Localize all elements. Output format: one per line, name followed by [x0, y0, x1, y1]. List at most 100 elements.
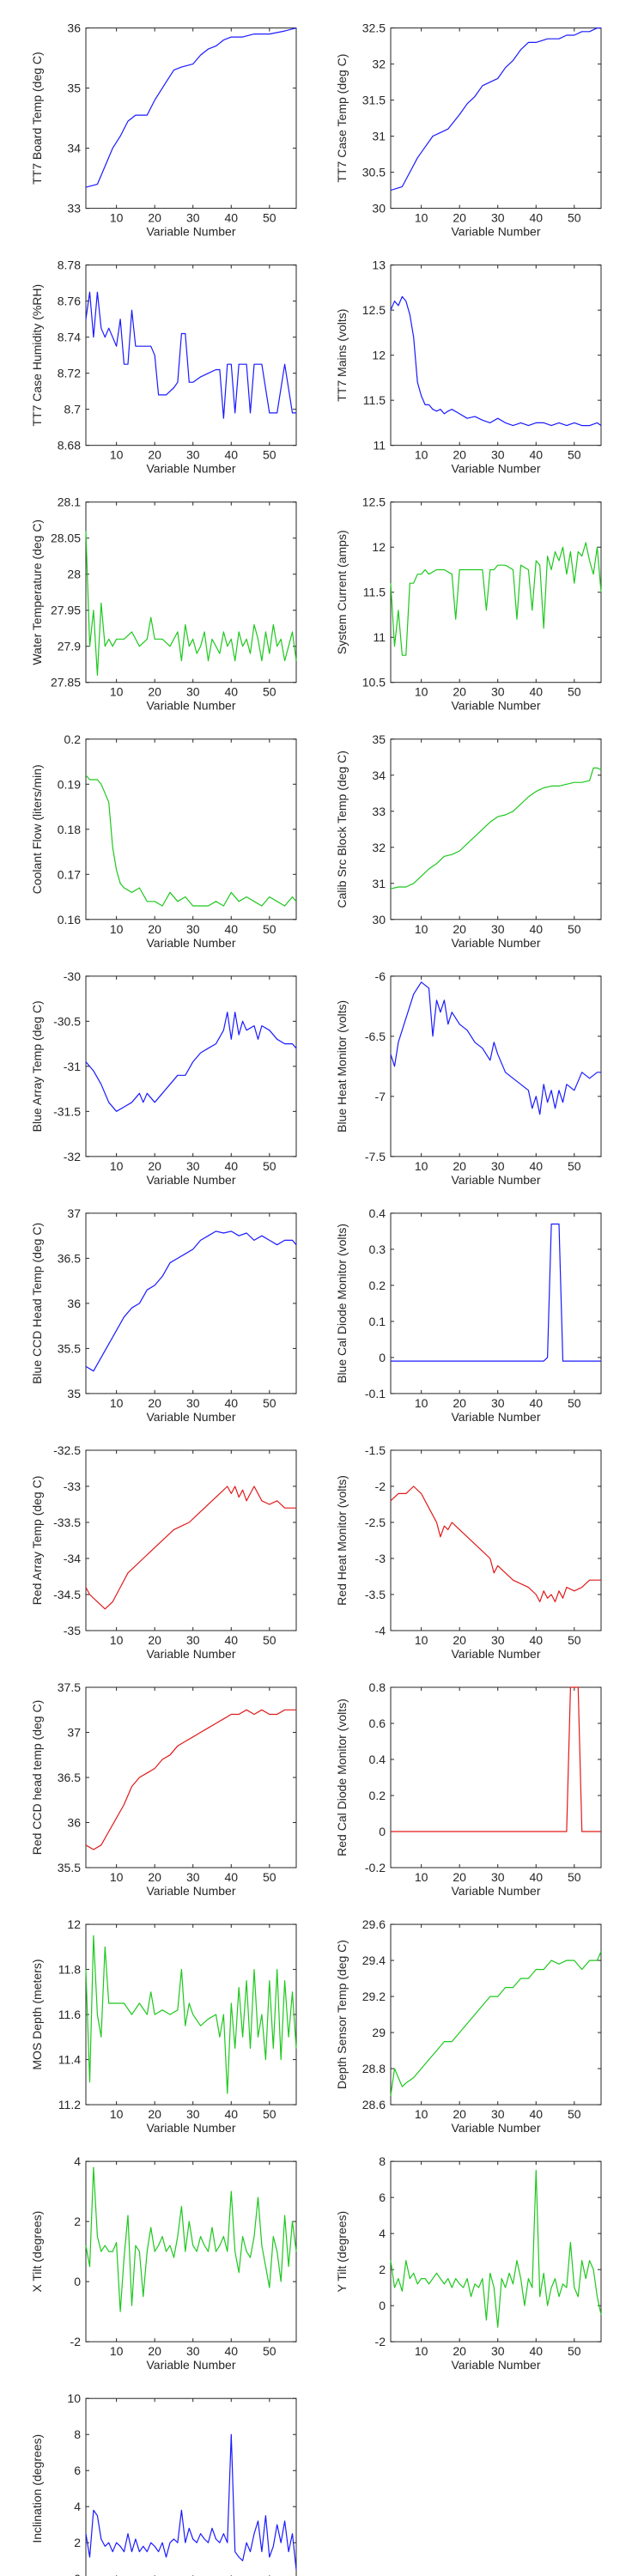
y-tick-label: 0.19 — [58, 777, 81, 791]
y-tick-label: -2 — [70, 2335, 82, 2348]
x-tick-label: 30 — [186, 1159, 200, 1173]
y-tick-label: 8.68 — [58, 439, 81, 453]
chart-9: -32 -31.5 -31 -30.5 -30 10 20 30 40 50 Variable Nu… — [30, 969, 297, 1187]
x-tick-label: 30 — [186, 1396, 200, 1410]
x-axis-label: Variable Number — [146, 699, 235, 713]
x-tick-label: 20 — [148, 922, 161, 936]
y-tick-label: 12 — [67, 1917, 81, 1931]
x-axis-label: Variable Number — [146, 2121, 235, 2135]
y-tick-label: 28.1 — [58, 495, 81, 509]
x-tick-label: 50 — [263, 685, 276, 699]
y-tick-label: 2 — [74, 2215, 81, 2228]
y-axis-label: System Current (amps) — [335, 530, 349, 654]
y-tick-label: -0.1 — [365, 1387, 386, 1400]
x-axis-label: Variable Number — [146, 2358, 235, 2372]
x-tick-label: 30 — [186, 2344, 200, 2358]
y-tick-label: 33 — [372, 805, 386, 818]
y-tick-label: 30 — [372, 202, 386, 216]
y-tick-label: 28 — [67, 568, 81, 581]
x-tick-label: 10 — [415, 1159, 428, 1173]
y-tick-label: 8 — [74, 2427, 81, 2441]
x-tick-label: 30 — [491, 1633, 505, 1647]
y-tick-label: -35 — [64, 1624, 81, 1637]
y-tick-label: 37 — [67, 1726, 81, 1740]
y-tick-label: 0 — [379, 2299, 386, 2312]
x-axis-label: Variable Number — [146, 1410, 235, 1424]
y-tick-label: 0.2 — [369, 1279, 386, 1292]
chart-7: 0.16 0.17 0.18 0.19 0.2 10 20 30 40 50 Variable Nu… — [30, 732, 297, 950]
x-tick-label: 50 — [263, 1396, 276, 1410]
x-tick-label: 20 — [453, 1633, 466, 1647]
y-tick-label: 11.6 — [58, 2008, 81, 2021]
x-tick-label: 40 — [529, 2107, 543, 2121]
y-tick-label: 35 — [372, 732, 386, 746]
y-tick-label: 36 — [67, 21, 81, 35]
x-tick-label: 40 — [529, 1159, 543, 1173]
x-tick-label: 30 — [491, 2344, 505, 2358]
x-tick-label: 10 — [415, 1870, 428, 1884]
x-tick-label: 30 — [491, 211, 505, 225]
y-tick-label: -2.5 — [365, 1516, 386, 1529]
x-tick-label: 50 — [263, 1159, 276, 1173]
y-axis-label: TT7 Mains (volts) — [335, 309, 349, 402]
x-tick-label: 10 — [415, 1396, 428, 1410]
x-tick-label: 50 — [263, 1870, 276, 1884]
x-tick-label: 40 — [529, 448, 543, 462]
x-tick-label: 30 — [491, 1870, 505, 1884]
y-tick-label: 32 — [372, 841, 386, 854]
x-tick-label: 50 — [568, 2107, 581, 2121]
y-tick-label: 10.5 — [362, 676, 386, 690]
x-tick-label: 40 — [224, 685, 238, 699]
x-tick-label: 50 — [568, 1396, 581, 1410]
x-axis-label: Variable Number — [451, 462, 540, 476]
series-line — [391, 1686, 601, 1832]
chart-10: -7.5 -7 -6.5 -6 10 20 30 40 50 Variable Number Blu… — [335, 969, 602, 1187]
plot-frame — [85, 1449, 297, 1631]
x-tick-label: 40 — [224, 2107, 238, 2121]
x-tick-label: 10 — [110, 2344, 124, 2358]
x-tick-label: 20 — [453, 211, 466, 225]
y-tick-label: 12.5 — [362, 495, 386, 509]
x-tick-label: 40 — [529, 1870, 543, 1884]
chart-4: 11 11.5 12 12.5 13 10 20 30 40 50 Variable Number T… — [335, 258, 602, 476]
x-axis-label: Variable Number — [146, 462, 235, 476]
y-tick-label: 0 — [74, 2572, 81, 2576]
y-axis-label: Red Array Temp (deg C) — [30, 1476, 44, 1606]
x-axis-label: Variable Number — [451, 1884, 540, 1898]
x-axis-label: Variable Number — [451, 1647, 540, 1661]
y-axis-label: Blue Array Temp (deg C) — [30, 1000, 44, 1132]
y-tick-label: 31.5 — [362, 94, 386, 107]
x-axis-label: Variable Number — [451, 1410, 540, 1424]
x-tick-label: 10 — [415, 685, 428, 699]
x-tick-label: 40 — [224, 448, 238, 462]
x-tick-label: 30 — [186, 922, 200, 936]
y-tick-label: 37.5 — [58, 1680, 81, 1694]
x-tick-label: 50 — [568, 685, 581, 699]
series-line — [85, 775, 297, 907]
y-tick-label: 36 — [67, 1297, 81, 1310]
x-tick-label: 40 — [224, 922, 238, 936]
x-tick-label: 30 — [186, 685, 200, 699]
x-tick-label: 40 — [224, 1159, 238, 1173]
x-tick-label: 10 — [415, 1633, 428, 1647]
plot-frame — [85, 27, 297, 210]
chart-14: -4 -3.5 -3 -2.5 -2 -1.5 10 20 30 40 50 Variable Num… — [335, 1443, 602, 1661]
x-tick-label: 50 — [568, 211, 581, 225]
x-tick-label: 20 — [453, 685, 466, 699]
x-tick-label: 50 — [568, 2344, 581, 2358]
plot-frame — [390, 975, 602, 1157]
y-tick-label: 2 — [379, 2263, 386, 2276]
x-tick-label: 30 — [186, 1633, 200, 1647]
y-tick-label: 34 — [67, 142, 81, 155]
y-tick-label: -32 — [64, 1150, 81, 1163]
y-tick-label: 35 — [67, 1387, 81, 1400]
series-line — [85, 2166, 297, 2312]
x-tick-label: 50 — [263, 448, 276, 462]
x-tick-label: 40 — [224, 1870, 238, 1884]
x-axis-label: Variable Number — [146, 225, 235, 239]
y-tick-label: -4 — [375, 1624, 386, 1637]
series-line — [390, 981, 601, 1115]
y-tick-label: 0.2 — [369, 1789, 386, 1802]
chart-18: 28.6 28.8 29 29.2 29.4 29.6 10 20 30 40 50 Variable… — [335, 1917, 602, 2135]
y-tick-label: -33.5 — [53, 1516, 81, 1529]
